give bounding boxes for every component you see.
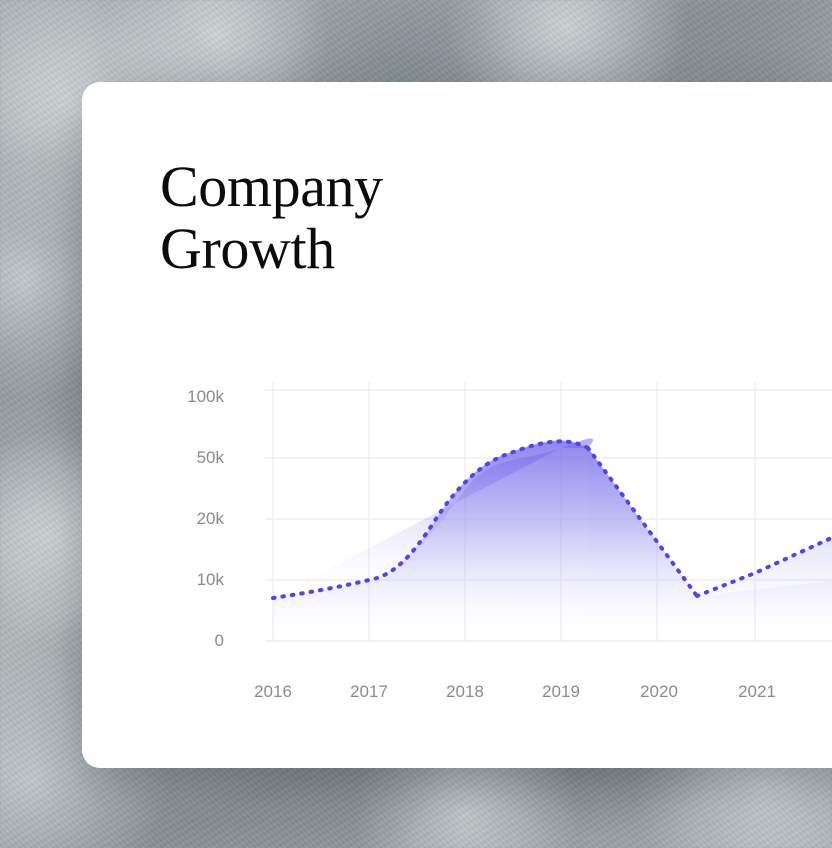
chart-line-descent — [586, 446, 699, 598]
x-tick-2020: 2020 — [640, 682, 678, 701]
x-tick-2019: 2019 — [542, 682, 580, 701]
chart-line-recovery — [695, 535, 832, 598]
page-title: Company Growth — [160, 154, 383, 282]
y-tick-10k: 10k — [196, 570, 224, 589]
growth-area-chart: 100k 50k 20k 10k 0 2016 2017 2018 2019 2… — [82, 82, 832, 768]
y-tick-0: 0 — [214, 631, 224, 650]
y-tick-100k: 100k — [187, 387, 224, 406]
chart-area — [273, 441, 832, 641]
chart-plot-area — [265, 382, 832, 642]
x-tick-2018: 2018 — [446, 682, 484, 701]
x-tick-2016: 2016 — [254, 682, 292, 701]
chart-area-fill — [273, 438, 594, 598]
x-tick-2017: 2017 — [350, 682, 388, 701]
y-axis: 100k 50k 20k 10k 0 — [160, 82, 224, 768]
y-tick-20k: 20k — [196, 509, 224, 528]
y-tick-50k: 50k — [196, 448, 224, 467]
x-axis: 2016 2017 2018 2019 2020 2021 — [82, 682, 832, 722]
company-growth-card: Company Growth — [82, 82, 832, 768]
x-tick-2021: 2021 — [738, 682, 776, 701]
